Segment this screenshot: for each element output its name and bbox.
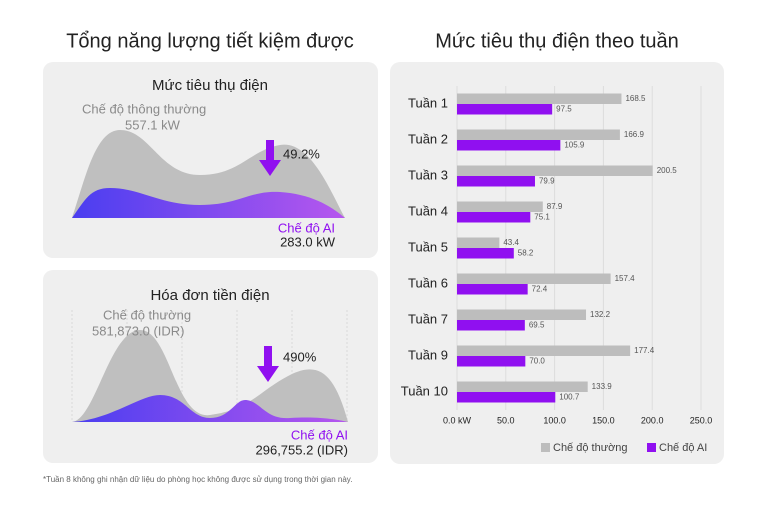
- legend-label: Chế độ AI: [659, 442, 707, 454]
- value-label: 105.9: [564, 140, 585, 149]
- bar: [457, 140, 561, 151]
- legend-label: Chế độ thường: [553, 442, 628, 454]
- bar: [457, 237, 500, 248]
- bar: [457, 129, 620, 140]
- ai-label: Chế độ AI: [291, 427, 348, 442]
- value-label: 166.9: [624, 130, 645, 139]
- legend-swatch: [647, 443, 656, 452]
- bar-chart: 0.0 kW 50.0 100.0 150.0 200.0 250.0 Tuần 1 168.…: [401, 86, 713, 454]
- bar: [457, 176, 535, 187]
- bar: [457, 165, 653, 176]
- bar: [457, 356, 526, 367]
- bar: [457, 104, 553, 115]
- value-label: 72.4: [532, 284, 548, 293]
- value-label: 177.4: [634, 346, 655, 355]
- ai-area: [72, 188, 345, 218]
- y-tick-label: Tuần 6: [408, 275, 448, 290]
- reduction: 49.2%: [283, 146, 320, 161]
- normal-area: [72, 330, 348, 422]
- bar: [457, 201, 543, 212]
- ai-area: [72, 395, 348, 422]
- value-label: 157.4: [615, 274, 636, 283]
- panel: [390, 62, 724, 464]
- ai-value: 296,755.2 (IDR): [256, 442, 349, 457]
- value-label: 58.2: [518, 248, 534, 257]
- y-tick-label: Tuần 7: [408, 311, 448, 326]
- y-tick-label: Tuần 5: [408, 239, 448, 254]
- value-label: 87.9: [547, 202, 563, 211]
- value-label: 43.4: [503, 238, 519, 247]
- value-label: 100.7: [559, 392, 580, 401]
- x-tick-label: 0.0 kW: [443, 415, 472, 425]
- footnote: *Tuần 8 không ghi nhận dữ liệu do phòng …: [43, 475, 352, 484]
- value-label: 79.9: [539, 176, 555, 185]
- value-label: 69.5: [529, 320, 545, 329]
- y-tick-label: Tuần 2: [408, 131, 448, 146]
- y-tick-label: Tuần 9: [408, 347, 448, 362]
- bar: [457, 248, 514, 259]
- normal-value: 557.1 kW: [125, 117, 181, 132]
- down-arrow: [257, 346, 279, 382]
- chart-title: Mức tiêu thụ điện theo tuần: [435, 30, 679, 52]
- normal-value: 581,873.0 (IDR): [92, 323, 185, 338]
- panel-title: Mức tiêu thụ điện: [152, 77, 268, 94]
- bar: [457, 309, 587, 320]
- down-arrow: [259, 140, 281, 176]
- legend-swatch: [541, 443, 550, 452]
- value-label: 133.9: [592, 382, 613, 391]
- ai-label: Chế độ AI: [278, 220, 335, 235]
- value-label: 75.1: [534, 212, 550, 221]
- x-tick-label: 250.0: [690, 415, 713, 425]
- y-tick-label: Tuần 10: [401, 383, 448, 398]
- bar: [457, 212, 531, 223]
- ai-value: 283.0 kW: [280, 234, 336, 249]
- x-tick-label: 50.0: [497, 415, 515, 425]
- bar: [457, 381, 588, 392]
- bar: [457, 93, 622, 104]
- bar: [457, 273, 611, 284]
- value-label: 97.5: [556, 104, 572, 113]
- x-tick-label: 150.0: [592, 415, 615, 425]
- y-tick-label: Tuần 3: [408, 167, 448, 182]
- x-tick-label: 100.0: [543, 415, 566, 425]
- y-tick-label: Tuần 1: [408, 95, 448, 110]
- reduction: 490%: [283, 349, 317, 364]
- bar: [457, 392, 556, 403]
- normal-label: Chế độ thường: [103, 307, 191, 322]
- value-label: 168.5: [625, 94, 646, 103]
- bar: [457, 320, 525, 331]
- bar: [457, 345, 631, 356]
- y-tick-label: Tuần 4: [408, 203, 448, 218]
- x-tick-label: 200.0: [641, 415, 664, 425]
- panel-title: Hóa đơn tiền điện: [150, 287, 269, 304]
- normal-label: Chế độ thông thường: [82, 101, 206, 116]
- value-label: 200.5: [657, 166, 678, 175]
- left-title: Tổng năng lượng tiết kiệm được: [66, 30, 354, 52]
- value-label: 132.2: [590, 310, 611, 319]
- bar: [457, 284, 528, 295]
- value-label: 70.0: [529, 356, 545, 365]
